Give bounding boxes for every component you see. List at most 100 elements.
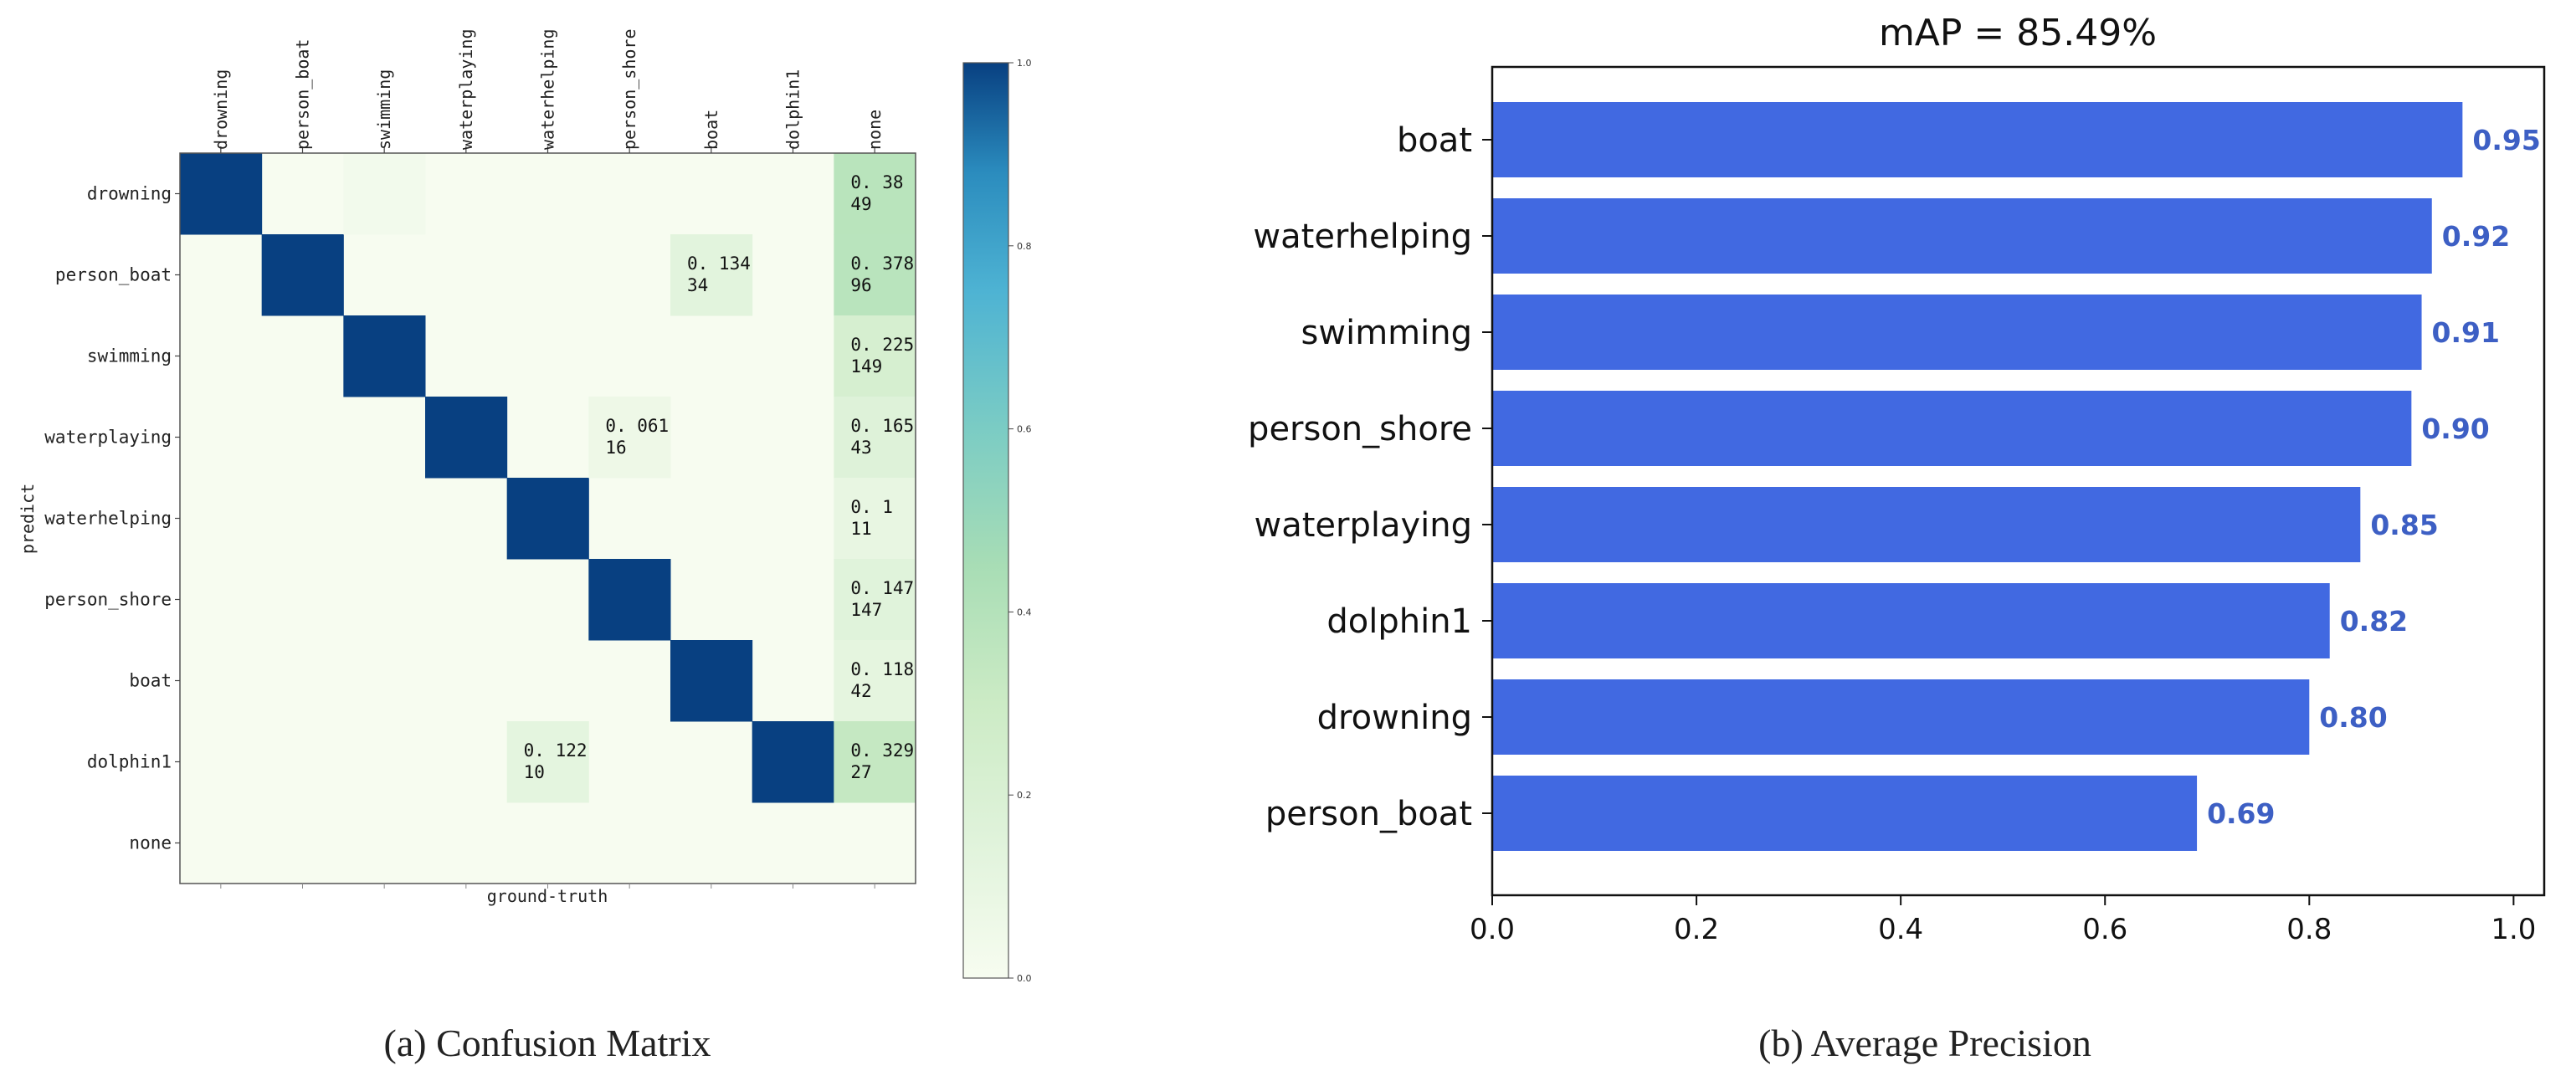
ap-bar [1492,583,2330,658]
confusion-y-label: waterhelping [44,509,172,529]
confusion-cell [834,234,916,316]
colorbar-tick-label: 0.8 [1017,241,1032,252]
confusion-x-label: waterplaying [456,29,476,151]
confusion-y-label: none [129,833,172,853]
ap-title: mAP = 85.49% [1879,12,2157,54]
confusion-cell [834,559,916,641]
average-precision-chart: mAP = 85.49% 0.95 0.92 0.91 0.90 0.85 0.82 0.8… [1248,12,2546,946]
confusion-cell-count: 42 [850,681,871,701]
ap-category-label: drowning [1317,699,1472,737]
confusion-cell [834,315,916,397]
ap-bar-value-label: 0.82 [2340,605,2408,638]
confusion-cell-ratio: 0. 378 [850,254,914,274]
confusion-cell-count: 96 [850,275,871,295]
ap-bar-value-label: 0.92 [2442,220,2510,253]
confusion-x-label: waterhelping [538,29,558,151]
confusion-cell-ratio: 0. 147 [850,578,914,598]
colorbar-tick-label: 0.6 [1017,424,1032,435]
colorbar-tick-label: 0.4 [1017,607,1032,617]
confusion-cell-ratio: 0. 329 [850,740,914,761]
confusion-cell-count: 16 [605,438,626,458]
confusion-y-label: drowning [87,184,172,204]
confusion-x-label: person_boat [293,39,313,150]
ap-bar-value-label: 0.69 [2207,797,2275,830]
ap-x-tick-label: 0.0 [1470,913,1515,946]
colorbar-tick-label: 0.0 [1017,973,1032,984]
confusion-cell [588,559,671,641]
ap-category-label: swimming [1301,314,1472,352]
confusion-y-label: dolphin1 [87,752,172,772]
confusion-matrix-ylabel: predict [18,484,38,554]
ap-bar [1492,391,2412,466]
confusion-cell-ratio: 0. 134 [687,254,751,274]
confusion-cell-count: 149 [850,356,882,377]
confusion-y-label: swimming [87,346,172,366]
confusion-cell [588,397,671,479]
ap-x-tick-label: 0.6 [2082,913,2127,946]
confusion-cell [180,153,263,235]
ap-category-label: person_shore [1248,410,1472,448]
confusion-matrix-xlabel: ground-truth [487,886,608,906]
confusion-cell-ratio: 0. 1 [850,497,893,517]
confusion-x-label: none [865,110,885,150]
confusion-y-label: waterplaying [44,428,172,448]
confusion-cell-count: 49 [850,194,871,214]
ap-bar-value-label: 0.95 [2472,124,2540,156]
ap-category-label: waterplaying [1254,506,1472,545]
ap-x-tick-label: 0.4 [1878,913,1923,946]
ap-x-tick-label: 1.0 [2491,913,2536,946]
confusion-cell-count: 11 [850,519,871,539]
confusion-cell [670,234,753,316]
confusion-cell [343,315,426,397]
confusion-x-label: swimming [374,69,394,150]
ap-bar-value-label: 0.90 [2421,412,2489,445]
ap-bar [1492,102,2463,177]
confusion-y-label: person_shore [44,590,172,610]
confusion-x-label: dolphin1 [783,69,803,150]
ap-bar [1492,198,2432,274]
confusion-x-label: drowning [211,69,231,150]
confusion-cell [834,397,916,479]
confusion-cell-count: 34 [687,275,708,295]
confusion-cell-count: 43 [850,438,871,458]
confusion-cell [506,721,589,803]
ap-category-label: person_boat [1265,795,1472,833]
confusion-matrix-caption: (a) Confusion Matrix [384,1022,711,1064]
confusion-cell-ratio: 0. 061 [605,416,669,436]
ap-bar [1492,679,2310,755]
confusion-cell-count: 10 [524,762,545,782]
ap-bar-value-label: 0.91 [2432,316,2500,349]
ap-plot-frame [1491,65,2546,897]
confusion-cell-ratio: 0. 225 [850,335,914,355]
confusion-cell-count: 27 [850,762,871,782]
confusion-cell [834,153,916,235]
confusion-cell-count: 147 [850,600,882,620]
ap-category-label: waterhelping [1253,218,1472,256]
confusion-cell [261,234,344,316]
confusion-cell-ratio: 0. 122 [524,740,588,761]
colorbar: 1.0 0.8 0.6 0.4 0.2 0.0 [962,58,1032,984]
colorbar-tick-label: 0.2 [1017,790,1032,801]
confusion-cell-ratio: 0. 118 [850,659,914,679]
confusion-cell [343,153,426,235]
colorbar-gradient [962,62,1009,979]
ap-x-tick-label: 0.2 [1674,913,1719,946]
confusion-cell-ratio: 0. 165 [850,416,914,436]
confusion-cell [834,640,916,722]
confusion-y-label: boat [129,671,172,691]
confusion-cell [670,640,753,722]
ap-bar-value-label: 0.85 [2370,509,2438,541]
ap-category-label: boat [1397,121,1472,160]
colorbar-tick-label: 1.0 [1017,58,1032,69]
confusion-y-label: person_boat [55,265,172,285]
confusion-cell [834,721,916,803]
confusion-x-label: boat [701,110,721,150]
ap-bar [1492,487,2361,562]
average-precision-caption: (b) Average Precision [1758,1022,2091,1064]
confusion-cell-ratio: 0. 38 [850,172,903,192]
confusion-x-label: person_shore [619,29,639,151]
confusion-cell [425,397,508,479]
confusion-cell [834,478,916,560]
